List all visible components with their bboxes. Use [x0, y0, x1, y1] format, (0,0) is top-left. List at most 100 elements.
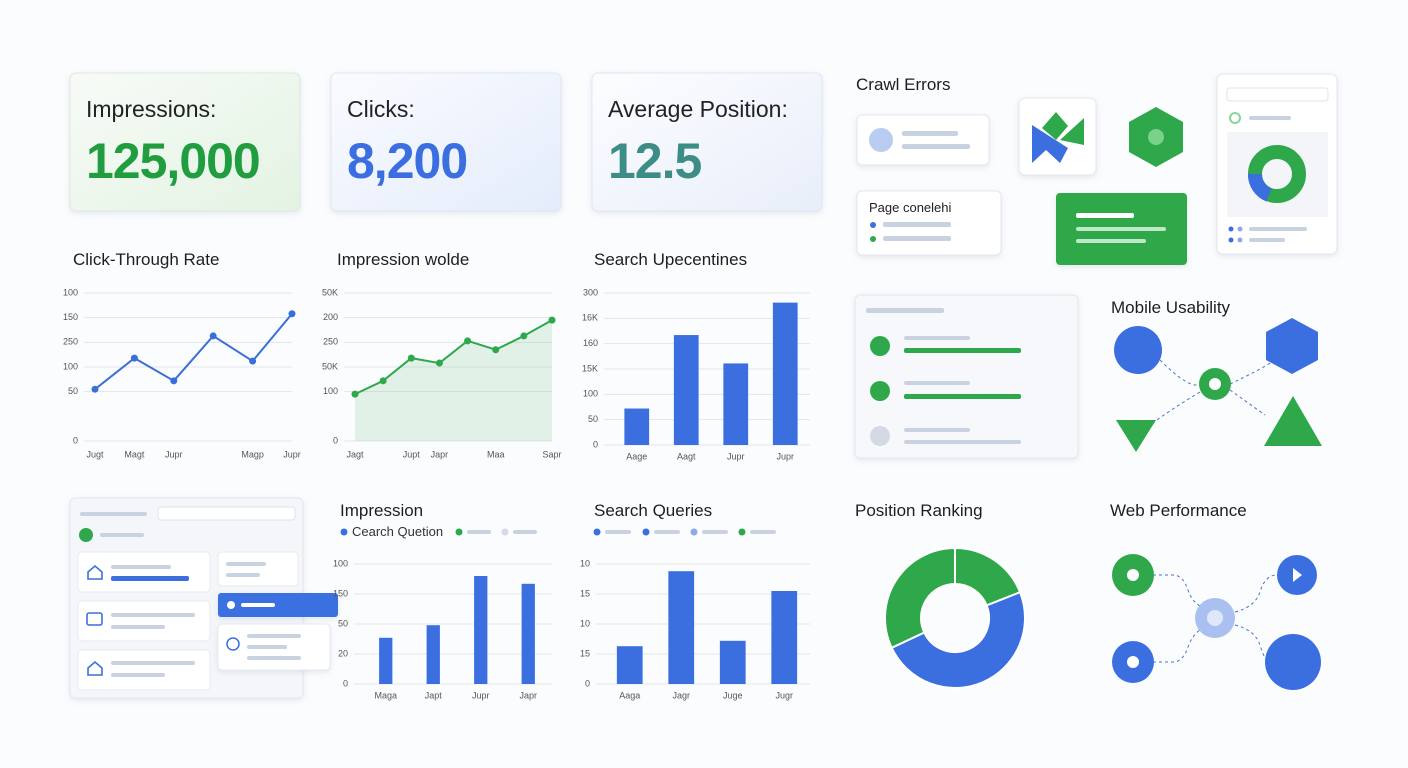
y-tick-label: 100 — [333, 558, 348, 568]
chart-title: Click-Through Rate — [73, 250, 219, 269]
app-screenshot-part — [100, 533, 144, 537]
chart-title: Impression wolde — [337, 250, 469, 269]
flow-diagram-part — [1293, 568, 1302, 582]
mini-report-card-part — [1228, 226, 1234, 232]
green-card-part — [1076, 239, 1146, 243]
page-content-card-part — [870, 236, 876, 242]
bar — [521, 583, 535, 684]
y-tick-label: 150 — [63, 312, 78, 322]
app-icon — [1018, 97, 1097, 176]
mini-report-card-part — [1249, 238, 1285, 242]
flow-diagram-part — [1153, 574, 1278, 663]
widget-title: Page conelehi — [869, 200, 952, 215]
legend-dots — [455, 528, 776, 536]
status-card-part — [870, 381, 890, 401]
app-screenshot-part — [111, 613, 195, 617]
kpi-value: 8,200 — [347, 133, 467, 189]
widget-title: Web Performance — [1110, 501, 1247, 520]
status-card — [854, 294, 1079, 459]
network-diagram-part — [1264, 396, 1322, 446]
legend-dots-part — [467, 530, 491, 534]
bar — [426, 625, 440, 684]
app-screenshot-part — [111, 625, 165, 629]
y-tick-label: 50K — [322, 287, 338, 297]
crawl-card-part — [902, 144, 970, 149]
app-screenshot-part — [217, 551, 299, 587]
bar — [624, 408, 650, 445]
app-screenshot-part — [80, 512, 147, 516]
y-tick-label: 250 — [323, 337, 338, 347]
green-card-part — [1076, 213, 1134, 218]
network-diagram-part — [1266, 318, 1318, 374]
y-tick-label: 150 — [333, 588, 348, 598]
pie-slice — [890, 590, 1026, 689]
x-tick-label: Jupt — [403, 449, 421, 459]
x-tick-label: Sapr — [542, 449, 561, 459]
point — [548, 316, 556, 324]
y-tick-label: 15 — [580, 648, 590, 658]
point — [130, 354, 138, 362]
crawl-card — [856, 114, 990, 166]
page-content-card-part — [870, 222, 876, 228]
bar — [719, 640, 746, 684]
app-screenshot — [69, 497, 338, 699]
status-card-part — [866, 308, 944, 313]
status-card-part — [904, 428, 970, 432]
y-tick-label: 200 — [323, 312, 338, 322]
point — [351, 390, 359, 398]
x-tick-label: Maga — [374, 690, 397, 700]
point — [288, 310, 296, 318]
y-tick-label: 100 — [323, 386, 338, 396]
kpi-card-part — [330, 72, 562, 212]
point — [520, 332, 528, 340]
chart-title: Search Queries — [594, 501, 712, 520]
app-screenshot-part — [111, 576, 189, 581]
app-icon-part — [1060, 118, 1084, 145]
app-screenshot-part — [77, 649, 211, 691]
app-screenshot-part — [79, 528, 93, 542]
app-screenshot-part — [111, 565, 171, 569]
app-screenshot-part — [226, 573, 260, 577]
x-tick-label: Jupr — [776, 451, 794, 461]
app-screenshot-part — [77, 600, 211, 642]
status-card-part — [904, 336, 970, 340]
status-card-part — [904, 348, 1021, 353]
legend-dots-part — [690, 528, 698, 536]
bar — [771, 591, 798, 684]
bar — [723, 363, 749, 445]
mini-report-card-part — [1228, 237, 1234, 243]
app-screenshot-part — [86, 612, 103, 626]
widget-title: Mobile Usability — [1111, 298, 1231, 317]
y-tick-label: 10 — [580, 618, 590, 628]
y-tick-label: 15 — [580, 588, 590, 598]
kpi-label: Impressions: — [86, 96, 216, 122]
legend-dots-part — [738, 528, 746, 536]
y-tick-label: 50 — [588, 414, 598, 424]
app-screenshot-part — [226, 562, 266, 566]
legend-dots-part — [501, 528, 509, 536]
bar — [668, 571, 695, 684]
flow-diagram-part — [1265, 634, 1321, 690]
kpi-value: 125,000 — [86, 133, 260, 189]
green-card-part — [1076, 227, 1166, 231]
x-tick-label: Japr — [519, 690, 537, 700]
legend-dots-part — [455, 528, 463, 536]
app-screenshot-part — [247, 645, 287, 649]
hexagon-icon — [1129, 107, 1183, 167]
flow-diagram-part — [1127, 569, 1139, 581]
page-content-card-part — [883, 222, 951, 227]
x-tick-label: Magp — [241, 449, 264, 459]
x-tick-label: Jagt — [346, 449, 364, 459]
kpi-card — [69, 72, 823, 212]
y-tick-label: 20 — [338, 648, 348, 658]
network-diagram-part — [1209, 378, 1221, 390]
bar — [474, 576, 488, 684]
y-tick-label: 0 — [333, 435, 338, 445]
app-screenshot-part — [226, 637, 240, 651]
y-tick-label: 15K — [582, 363, 598, 373]
status-card-part — [870, 426, 890, 446]
legend-marker — [340, 528, 348, 536]
app-screenshot-part — [247, 656, 301, 660]
crawl-card-part — [856, 114, 990, 166]
crawl-card-part — [869, 128, 893, 152]
